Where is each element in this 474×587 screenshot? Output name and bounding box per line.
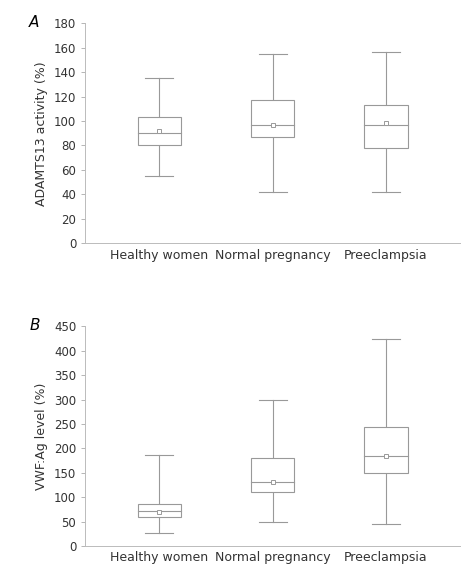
- Bar: [137, 117, 181, 146]
- Bar: [251, 458, 294, 492]
- Bar: [137, 504, 181, 517]
- Text: A: A: [29, 15, 39, 30]
- Bar: [365, 427, 408, 473]
- Y-axis label: VWF:Ag level (%): VWF:Ag level (%): [36, 383, 48, 490]
- Text: B: B: [29, 318, 40, 333]
- Bar: [365, 105, 408, 148]
- Bar: [251, 100, 294, 137]
- Y-axis label: ADAMTS13 activity (%): ADAMTS13 activity (%): [36, 61, 48, 205]
